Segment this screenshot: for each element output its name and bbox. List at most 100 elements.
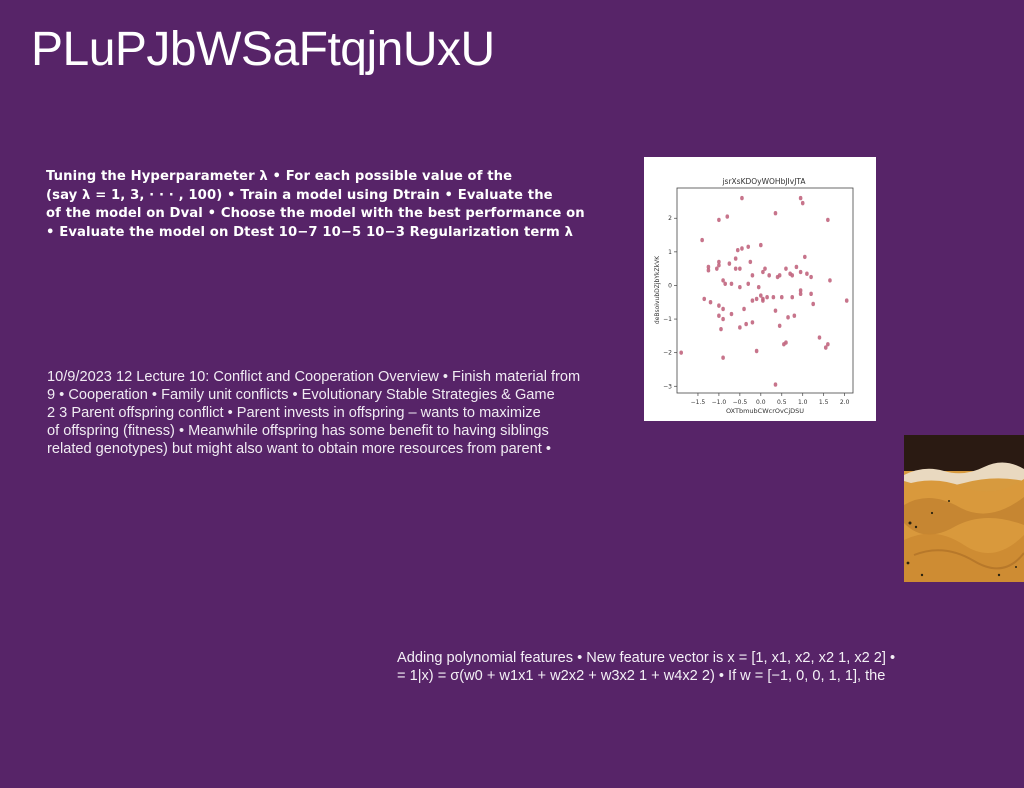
slide-title: PLuPJbWSaFtqjnUxU [31,23,495,76]
scatter-point [754,296,759,302]
y-tick-label: −1 [663,316,672,323]
scatter-point [794,264,799,270]
desert-dunes-image [904,435,1024,582]
text-line: = 1|x) = σ(w0 + w1x1 + w2x2 + w3x2 1 + w… [397,668,886,684]
scatter-point [826,217,830,223]
x-tick-label: −1.0 [712,399,727,406]
scatter-point [733,266,738,271]
scatter-point [754,348,759,354]
text-line: related genotypes) but might also want t… [47,441,551,457]
scatter-point [706,264,711,270]
scatter-point [706,268,711,273]
scatter-point [742,306,746,312]
scatter-point [777,323,782,328]
scatter-point [800,200,805,206]
scatter-point [708,300,713,305]
scatter-point [738,325,742,330]
x-tick-label: 1.5 [819,399,829,406]
y-tick-label: 1 [668,249,672,256]
plot-frame [676,187,854,394]
scatter-point [717,259,721,265]
scatter-point [759,293,763,298]
scatter-point [786,315,790,320]
scatter-point [717,263,721,268]
scatter-point [738,266,742,271]
text-line: 9 • Cooperation • Family unit conflicts … [47,387,555,403]
x-axis-label: OXTbmubCWcrOvCjDSU [726,407,804,415]
scatter-point [782,342,786,347]
desert-dunes-photo [904,435,1024,582]
text-line: of offspring (fitness) • Meanwhile offsp… [47,423,549,439]
scatter-point [702,296,707,302]
scatter-point [729,281,734,286]
scatter-point [790,295,795,300]
scatter-point [729,311,734,317]
text-line: (say λ = 1, 3, · · · , 100) • Train a mo… [46,187,553,203]
scatter-point [746,244,751,250]
scatter-point [735,247,740,253]
chart-title: jsrXsKDOyWOHbJIvJTA [721,177,806,186]
scatter-point [750,320,755,325]
lecture-text-block: 10/9/2023 12 Lecture 10: Conflict and Co… [47,368,647,458]
scatter-chart: jsrXsKDOyWOHbJIvJTA −1.5 −1.0 −0.5 0.0 0.5 1.… [644,157,876,421]
x-tick-label: 1.0 [798,399,808,406]
scatter-point [761,269,765,275]
y-axis-label: deBsoivubDZjbYkZkVK [654,255,661,324]
scatter-point [798,288,803,293]
scatter-point [792,313,797,318]
text-line: 10/9/2023 12 Lecture 10: Conflict and Co… [47,369,581,385]
scatter-point [826,342,830,347]
scatter-point [798,269,803,275]
scatter-point [750,273,755,278]
y-tick-label: 2 [668,215,672,222]
scatter-point [715,266,719,271]
hyperparameter-text-block: Tuning the Hyperparameter λ • For each p… [46,168,626,242]
scatter-point [717,303,721,308]
scatter-point [765,295,769,300]
scatter-point [790,273,795,278]
scatter-point [700,237,704,243]
x-tick-label: 2.0 [840,399,850,406]
scatter-point [756,284,761,290]
scatter-point [717,313,721,318]
scatter-point [723,281,727,286]
scatter-point [817,335,822,340]
y-tick-label: 0 [668,282,672,289]
y-tick-label: −2 [663,350,672,357]
text-line: Adding polynomial features • New feature… [397,650,896,666]
scatter-point [773,382,778,387]
x-tick-label: 0.5 [777,399,787,406]
scatter-point [767,273,771,278]
scatter-point [823,345,828,350]
scatter-point [763,266,767,271]
scatter-point [805,271,809,276]
polynomial-text-block: Adding polynomial features • New feature… [397,649,957,685]
y-tick-label: −3 [663,383,672,390]
scatter-point [844,298,849,303]
scatter-point [779,295,784,300]
scatter-point [721,316,725,322]
scatter-point [721,278,725,283]
scatter-point [719,326,723,332]
scatter-point [773,211,778,216]
scatter-points [679,195,849,387]
scatter-point [828,278,832,283]
scatter-point [746,281,751,286]
scatter-point [727,261,732,266]
x-tick-label: −1.5 [691,399,706,406]
scatter-point [803,254,807,260]
scatter-point [798,291,803,297]
scatter-point [717,217,721,223]
text-line: 2 3 Parent offspring conflict • Parent i… [47,405,541,421]
scatter-point [761,298,765,303]
text-line: • Evaluate the model on Dtest 10−7 10−5 … [46,224,574,240]
scatter-point [733,256,738,261]
scatter-point [777,273,782,278]
scatter-point [744,321,748,327]
scatter-point [721,355,725,360]
scatter-point [725,214,730,219]
scatter-point [811,301,815,307]
scatter-point [773,308,778,313]
scatter-point [679,350,683,355]
scatter-point [738,284,742,290]
